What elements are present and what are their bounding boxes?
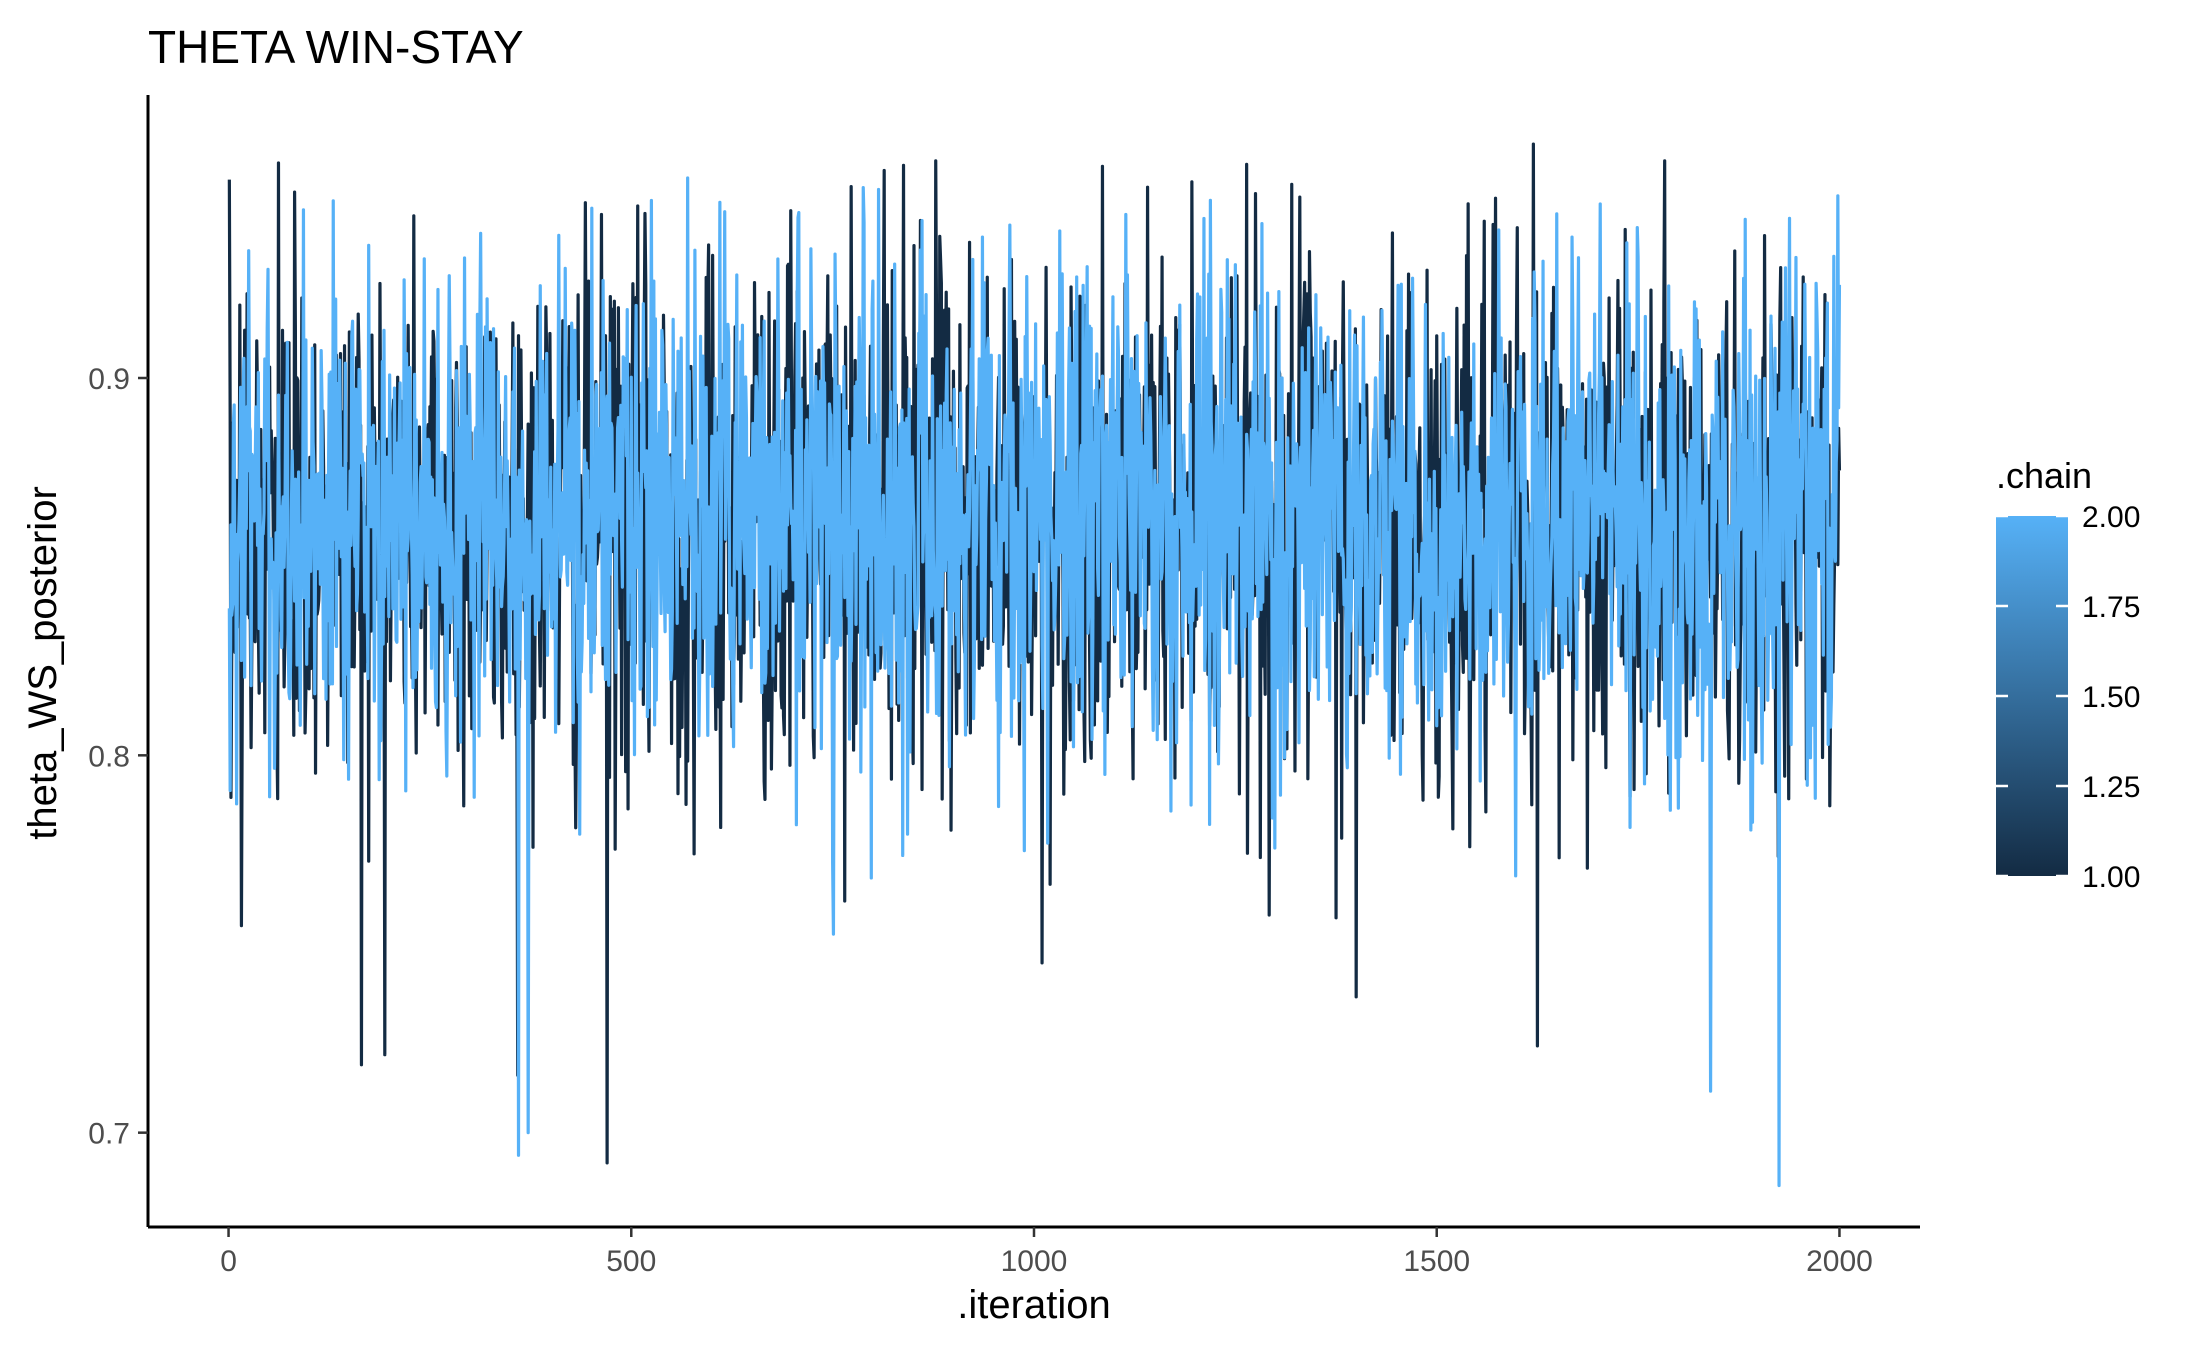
x-axis: 0 500 1000 1500 2000 — [148, 1225, 1920, 1278]
x-tick-label: 1500 — [1403, 1245, 1470, 1278]
plot-area — [227, 142, 1842, 1188]
chart-title: THETA WIN-STAY — [148, 21, 524, 73]
y-axis: 0.7 0.8 0.9 — [88, 95, 150, 1227]
legend-break-label: 1.75 — [2082, 591, 2140, 624]
legend: .chain 1.00 1.25 1.50 1.75 2.00 — [1996, 455, 2140, 894]
x-tick-label: 1000 — [1001, 1245, 1068, 1278]
x-tick-label: 500 — [606, 1245, 656, 1278]
y-tick-label: 0.9 — [88, 363, 130, 396]
x-tick-label: 2000 — [1806, 1245, 1873, 1278]
y-tick-label: 0.8 — [88, 740, 130, 773]
legend-break-label: 1.25 — [2082, 771, 2140, 804]
legend-title: .chain — [1996, 455, 2092, 496]
series-line-chain-2 — [227, 176, 1842, 1188]
y-axis-title: theta_WS_posterior — [21, 486, 65, 840]
x-tick-label: 0 — [220, 1245, 237, 1278]
legend-break-label: 1.00 — [2082, 861, 2140, 894]
legend-break-label: 2.00 — [2082, 501, 2140, 534]
series-line-chain-1 — [227, 142, 1842, 1165]
y-tick-label: 0.7 — [88, 1118, 130, 1151]
x-axis-title: .iteration — [957, 1283, 1110, 1327]
legend-break-label: 1.50 — [2082, 681, 2140, 714]
